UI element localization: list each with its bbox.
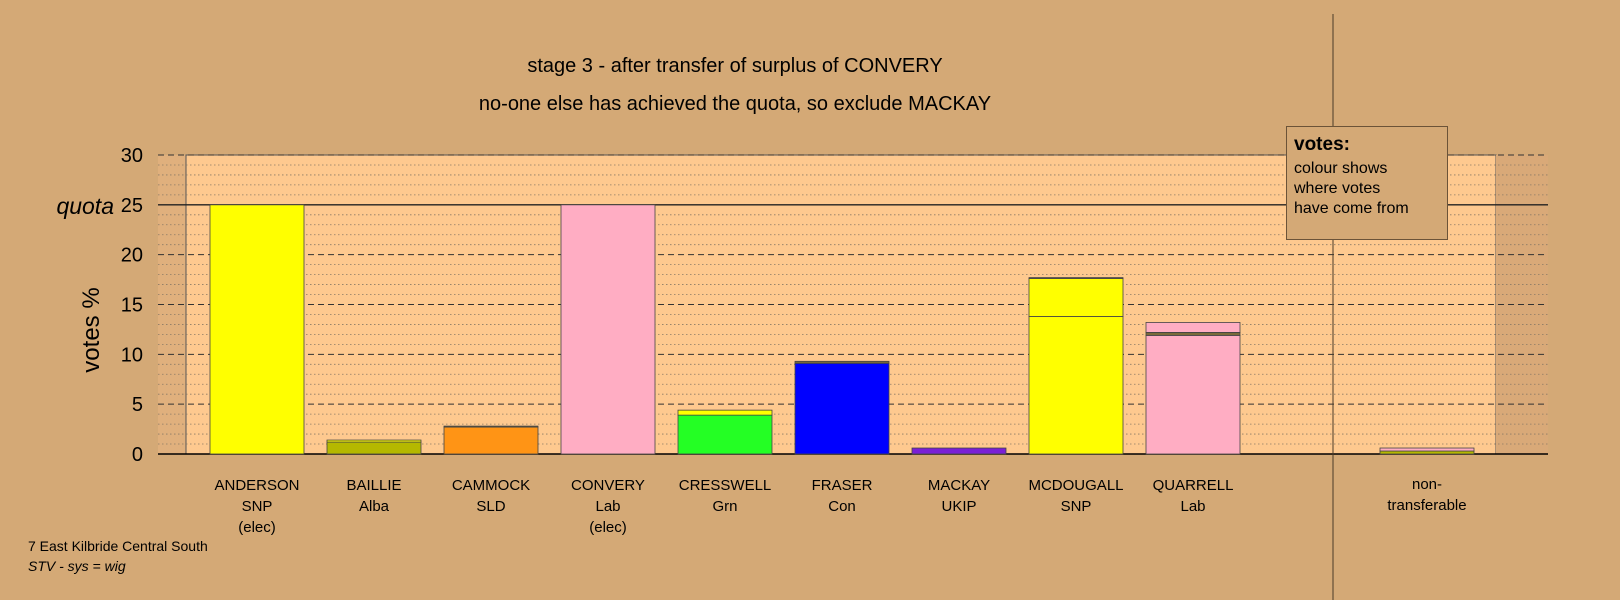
x-label-baillie-1: BAILLIE — [346, 477, 401, 494]
bar-mackay-segment-1 — [911, 447, 1007, 455]
x-label-fraser-2: Con — [828, 498, 856, 515]
bar-mcdougall-segment-2 — [1028, 278, 1124, 317]
x-label-fraser-1: FRASER — [812, 477, 873, 494]
x-label-convery-3: (elec) — [589, 519, 627, 536]
bar-baillie-segment-1 — [326, 441, 422, 455]
x-label-cammock-2: SLD — [476, 498, 505, 515]
y-tick-label: 25 — [121, 195, 143, 217]
voting-system: STV - sys = wig — [28, 558, 126, 574]
y-tick-label: 15 — [121, 295, 143, 317]
x-label-cresswell-2: Grn — [712, 498, 737, 515]
bar-quarrell-segment-1 — [1145, 334, 1241, 455]
bar-quarrell-segment-3 — [1145, 322, 1241, 333]
x-label-baillie-2: Alba — [359, 498, 390, 515]
x-axis-labels: ANDERSON SNP (elec) BAILLIE Alba CAMMOCK SLD CO… — [214, 476, 1466, 536]
legend-line-1: colour shows — [1294, 160, 1388, 177]
x-label-mcdougall-2: SNP — [1061, 498, 1092, 515]
legend-line-2: where votes — [1294, 180, 1381, 197]
bar-baillie-segment-2 — [326, 439, 422, 443]
x-label-nontransferable-1: non- — [1412, 476, 1442, 493]
legend-box: votes: colour shows where votes have com… — [1286, 126, 1448, 240]
bars — [209, 204, 1475, 455]
chart-title: stage 3 - after transfer of surplus of C… — [527, 55, 942, 77]
y-axis: 0 5 10 15 20 25 30 — [121, 145, 143, 466]
bar-fraser-segment-1 — [794, 362, 890, 455]
bar-cammock-segment-2 — [443, 425, 539, 428]
legend-title: votes: — [1294, 134, 1350, 155]
chart-subtitle: no-one else has achieved the quota, so e… — [479, 93, 991, 115]
footer: 7 East Kilbride Central South STV - sys … — [28, 536, 208, 576]
bar-fraser-segment-2 — [794, 360, 890, 364]
x-label-quarrell-1: QUARRELL — [1153, 477, 1234, 494]
x-label-mackay-2: UKIP — [941, 498, 976, 515]
y-tick-label: 10 — [121, 344, 143, 366]
y-axis-label: votes % — [78, 287, 105, 372]
bar-nontransferable-segment-1 — [1379, 450, 1475, 455]
x-label-convery-1: CONVERY — [571, 477, 645, 494]
x-label-mackay-1: MACKAY — [928, 477, 990, 494]
bar-cresswell-segment-2 — [677, 409, 773, 416]
y-tick-label: 30 — [121, 145, 143, 167]
x-label-quarrell-2: Lab — [1180, 498, 1205, 515]
legend-line-3: have come from — [1294, 200, 1409, 217]
bar-nontransferable-segment-2 — [1379, 447, 1475, 452]
bar-quarrell-segment-2 — [1145, 332, 1241, 336]
quota-label: quota — [56, 193, 114, 219]
y-tick-label: 0 — [132, 444, 143, 466]
x-label-cammock-1: CAMMOCK — [452, 477, 530, 494]
y-tick-label: 20 — [121, 245, 143, 267]
x-label-nontransferable-2: transferable — [1387, 497, 1466, 514]
ward-name: 7 East Kilbride Central South — [28, 538, 208, 554]
x-label-anderson-2: SNP — [242, 498, 273, 515]
x-label-anderson-1: ANDERSON — [214, 477, 299, 494]
x-label-cresswell-1: CRESSWELL — [679, 477, 772, 494]
bar-anderson-segment-1 — [209, 204, 305, 455]
x-label-convery-2: Lab — [595, 498, 620, 515]
bar-mcdougall-segment-3 — [1028, 277, 1124, 279]
x-label-mcdougall-1: MCDOUGALL — [1028, 477, 1123, 494]
bar-cresswell-segment-1 — [677, 414, 773, 455]
bar-mcdougall-segment-1 — [1028, 316, 1124, 455]
bar-cammock-segment-1 — [443, 426, 539, 455]
bar-convery-segment-1 — [560, 204, 656, 455]
x-label-anderson-3: (elec) — [238, 519, 276, 536]
y-tick-label: 5 — [132, 394, 143, 416]
